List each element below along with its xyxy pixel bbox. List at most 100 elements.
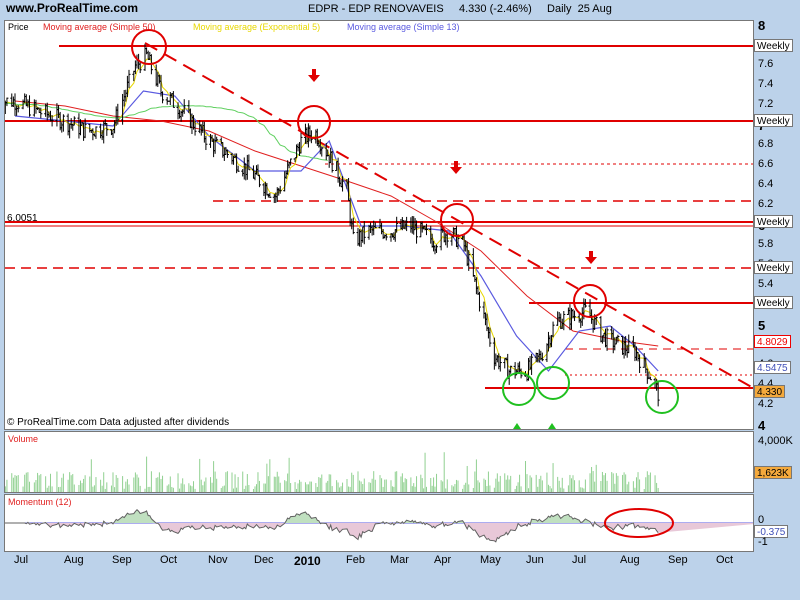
momentum-tick-0: 0 bbox=[758, 514, 765, 526]
footer-note: © ProRealTime.com Data adjusted after di… bbox=[7, 417, 229, 428]
price-bar bbox=[257, 174, 261, 188]
price-bar bbox=[161, 91, 165, 104]
price-bar bbox=[384, 233, 388, 241]
price-bar bbox=[330, 151, 334, 173]
ma50-line bbox=[14, 100, 659, 347]
price-bar bbox=[341, 176, 345, 192]
price-tick: 4.2 bbox=[758, 398, 774, 410]
price-bar bbox=[193, 120, 197, 136]
top-circle-2 bbox=[297, 105, 331, 139]
weekly-tag-3: Weekly bbox=[754, 215, 793, 228]
long-ma-line bbox=[5, 102, 328, 161]
price-bar bbox=[648, 376, 652, 381]
price-bar bbox=[361, 226, 365, 243]
bottom-markers bbox=[513, 423, 556, 429]
site-name: www.ProRealTime.com bbox=[6, 1, 139, 15]
price-bar bbox=[16, 105, 20, 113]
price-bar bbox=[605, 327, 609, 351]
x-tick-label: 2010 bbox=[294, 554, 321, 568]
volume-chart[interactable]: Volume bbox=[5, 432, 754, 493]
price-tick: 6.6 bbox=[758, 158, 774, 170]
support-circle-2 bbox=[536, 366, 570, 400]
price-chart[interactable]: Price Moving average (Simple 50) Moving … bbox=[5, 21, 754, 430]
price-bar bbox=[278, 185, 282, 194]
price-bar bbox=[424, 223, 428, 236]
arrow-down-2 bbox=[450, 161, 462, 174]
x-axis: Jul Aug Sep Oct Nov Dec 2010 Feb Mar Apr May Jun Jul… bbox=[0, 552, 760, 572]
weekly-tag-1: Weekly bbox=[754, 39, 793, 52]
price-bar bbox=[28, 95, 32, 117]
volume-axis: 4,000K 1,623K bbox=[754, 431, 800, 493]
support-circle-3 bbox=[645, 380, 679, 414]
downtrend-line bbox=[144, 42, 753, 390]
price-bar bbox=[105, 123, 109, 136]
price-bar bbox=[5, 97, 9, 107]
last-price-tag: 4.330 bbox=[754, 385, 786, 398]
price-bar bbox=[509, 365, 513, 374]
price-bar bbox=[656, 380, 660, 407]
price-bar bbox=[362, 221, 366, 245]
volume-tick: 4,000K bbox=[758, 435, 793, 447]
momentum-last-tag: -0.375 bbox=[754, 525, 789, 538]
price-tick: 5 bbox=[758, 318, 766, 333]
momentum-panel[interactable]: Momentum (12) bbox=[4, 494, 754, 552]
price-bar bbox=[61, 114, 65, 132]
volume-panel[interactable]: Volume bbox=[4, 431, 754, 493]
price-bar bbox=[171, 91, 175, 108]
price-bar bbox=[10, 93, 14, 107]
price-bar bbox=[268, 192, 272, 198]
price-bar bbox=[236, 165, 240, 172]
arrow-down-1 bbox=[308, 69, 320, 82]
price-bar bbox=[415, 220, 419, 244]
price-bar bbox=[225, 149, 229, 158]
price-panel[interactable]: Price Moving average (Simple 50) Moving … bbox=[4, 20, 754, 430]
price-bar bbox=[356, 227, 360, 246]
price-bar bbox=[488, 327, 492, 347]
momentum-chart[interactable]: Momentum (12) bbox=[5, 495, 754, 552]
volume-last-tag: 1,623K bbox=[754, 466, 792, 479]
price-bar bbox=[94, 126, 98, 139]
x-tick-label: May bbox=[480, 554, 501, 566]
price-bar bbox=[562, 311, 566, 331]
price-axis[interactable]: 87.87.67.47.276.86.66.46.265.85.65.45.25… bbox=[754, 18, 800, 433]
momentum-negative-area bbox=[5, 523, 753, 542]
price-bar bbox=[83, 118, 87, 139]
momentum-title: Momentum (12) bbox=[8, 497, 72, 507]
price-bar bbox=[395, 216, 399, 233]
price-bar bbox=[247, 154, 251, 171]
price-bar bbox=[573, 310, 577, 322]
price-bar bbox=[289, 158, 293, 166]
top-circle-1 bbox=[131, 29, 167, 65]
x-tick-label: Jun bbox=[526, 554, 544, 566]
x-tick-label: Aug bbox=[64, 554, 84, 566]
price-bar bbox=[72, 116, 76, 126]
price-bar bbox=[50, 115, 54, 127]
price-bar bbox=[638, 354, 642, 373]
legend-ma50: Moving average (Simple 50) bbox=[43, 22, 156, 32]
x-tick-label: Sep bbox=[668, 554, 688, 566]
volume-title: Volume bbox=[8, 434, 38, 444]
weekly-tag-4: Weekly bbox=[754, 261, 793, 274]
price-bar bbox=[445, 233, 449, 248]
header-bar: www.ProRealTime.com EDPR - EDP RENOVAVEI… bbox=[0, 0, 800, 20]
price-tick: 7.4 bbox=[758, 78, 774, 90]
price-bar bbox=[383, 234, 387, 239]
price-tick: 5.8 bbox=[758, 238, 774, 250]
price-bar bbox=[540, 352, 544, 362]
momentum-positive-area bbox=[5, 509, 753, 523]
price-bar bbox=[320, 146, 324, 157]
price-bar bbox=[24, 94, 28, 107]
price-bar bbox=[551, 321, 555, 338]
price-bar bbox=[378, 218, 382, 229]
x-tick-label: Nov bbox=[208, 554, 228, 566]
price-bar bbox=[182, 99, 186, 114]
price-bar bbox=[616, 334, 620, 343]
x-tick-label: Oct bbox=[716, 554, 734, 566]
price-bar bbox=[370, 225, 374, 236]
weekly-tag-5: Weekly bbox=[754, 296, 793, 309]
price-bar bbox=[125, 75, 129, 98]
price-bar bbox=[39, 107, 43, 119]
price-tick: 6.2 bbox=[758, 198, 774, 210]
annotations bbox=[131, 29, 679, 414]
price-tick: 7.6 bbox=[758, 58, 774, 70]
